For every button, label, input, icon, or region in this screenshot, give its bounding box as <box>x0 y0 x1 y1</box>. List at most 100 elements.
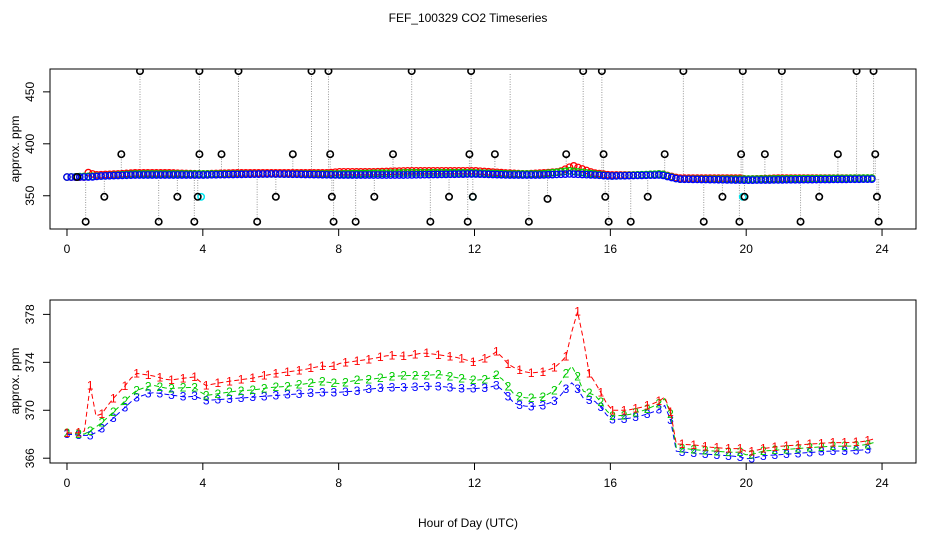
series-3-marker: 3 <box>249 390 256 404</box>
qc-point <box>597 69 606 76</box>
series-3-point <box>569 170 578 178</box>
series-1-marker: 1 <box>203 379 210 393</box>
series-1-marker: 1 <box>830 436 837 450</box>
series-1-marker: 1 <box>644 399 651 413</box>
series-3-marker: 3 <box>389 380 396 394</box>
series-3-marker: 3 <box>284 388 291 402</box>
series-2-marker: 2 <box>180 381 187 395</box>
qc-point <box>445 192 454 201</box>
series-3-point <box>497 170 506 179</box>
x-axis-label: Hour of Day (UTC) <box>418 516 518 530</box>
series-2-line <box>66 365 874 456</box>
series-3-point <box>280 170 289 178</box>
series-2-marker: 2 <box>795 442 802 456</box>
series-3-point <box>88 173 97 181</box>
series-1-marker: 1 <box>307 361 314 375</box>
series-3-point <box>63 173 71 181</box>
series-3-marker: 3 <box>795 446 802 460</box>
series-2-marker: 2 <box>772 443 779 457</box>
series-1-marker: 1 <box>702 439 709 453</box>
series-1-marker: 1 <box>737 442 744 456</box>
series-3-point <box>463 170 472 178</box>
qc-point <box>735 217 744 226</box>
series-2-marker: 2 <box>621 408 628 422</box>
series-2-marker: 2 <box>481 372 488 386</box>
series-3-point <box>791 175 800 184</box>
series-1-marker: 1 <box>342 356 349 370</box>
qc-point <box>699 217 708 226</box>
series-2-marker: 2 <box>505 379 512 393</box>
series-3-marker: 3 <box>203 393 210 407</box>
series-1-marker: 1 <box>64 426 71 440</box>
bottom-y-tick-label: 366 <box>23 448 37 468</box>
series-3-marker: 3 <box>783 447 790 461</box>
qc-point <box>135 69 144 76</box>
qc-point <box>234 69 243 76</box>
bottom-x-tick-label: 20 <box>740 476 754 490</box>
series-3-point <box>207 170 216 179</box>
series-3-marker: 3 <box>830 444 837 458</box>
series-1-marker: 1 <box>145 368 152 382</box>
series-2-marker: 2 <box>586 386 593 400</box>
series-3-marker: 3 <box>180 390 187 404</box>
qc-point <box>490 150 499 159</box>
series-3-point <box>288 170 297 179</box>
series-3-point <box>552 170 561 179</box>
bottom-x-tick-label: 12 <box>468 476 482 490</box>
series-3-point <box>718 175 727 184</box>
qc-point <box>173 192 182 201</box>
series-3-marker: 3 <box>760 449 767 463</box>
series-3-point <box>220 170 229 179</box>
series-3-point <box>169 171 178 179</box>
series-3-point <box>586 171 595 179</box>
series-2-marker: 2 <box>389 370 396 384</box>
qc-point <box>117 150 126 159</box>
qc-point <box>740 192 749 201</box>
top-x-tick-label: 16 <box>604 242 618 256</box>
qc-point <box>329 217 338 226</box>
qc-point <box>543 194 552 203</box>
series-3-point <box>293 170 301 179</box>
series-3-point <box>778 176 787 184</box>
series-3-point <box>706 175 714 184</box>
series-3-marker: 3 <box>864 442 871 456</box>
series-3-marker: 3 <box>714 448 721 462</box>
series-3-point <box>488 170 497 179</box>
series-3-point <box>216 170 225 179</box>
series-3-point <box>574 170 582 179</box>
series-2-marker: 2 <box>539 390 546 404</box>
series-1-marker: 1 <box>667 405 674 419</box>
series-3-point <box>97 172 105 180</box>
top-x-tick-label: 24 <box>875 242 889 256</box>
series-3-marker: 3 <box>296 387 303 401</box>
series-3-point <box>182 171 191 179</box>
series-3-point <box>863 175 872 184</box>
series-3-point <box>310 170 318 179</box>
qc-point <box>324 69 333 76</box>
series-2-marker: 2 <box>690 443 697 457</box>
series-3-marker: 3 <box>110 411 117 425</box>
bottom-y-tick-label: 378 <box>23 304 37 324</box>
series-3-point <box>178 171 186 179</box>
series-1-marker: 1 <box>679 437 686 451</box>
series-3-marker: 3 <box>702 447 709 461</box>
bottom-x-tick-label: 4 <box>199 476 206 490</box>
top-y-tick-label: 350 <box>23 185 37 205</box>
series-1-marker: 1 <box>760 442 767 456</box>
qc-point <box>852 69 861 76</box>
series-3-marker: 3 <box>226 392 233 406</box>
top-x-tick-label: 12 <box>468 242 482 256</box>
qc-point <box>562 150 571 159</box>
series-3-point <box>578 170 587 179</box>
qc-point <box>872 192 881 201</box>
series-3-point <box>821 175 829 184</box>
series-3-point <box>476 170 484 178</box>
qc-point <box>154 217 163 226</box>
series-3-point <box>416 170 425 179</box>
series-3-point <box>195 171 203 179</box>
series-3-marker: 3 <box>435 379 442 393</box>
series-1-marker: 1 <box>110 391 117 405</box>
series-3-point <box>399 171 408 179</box>
series-3-point <box>276 170 284 178</box>
